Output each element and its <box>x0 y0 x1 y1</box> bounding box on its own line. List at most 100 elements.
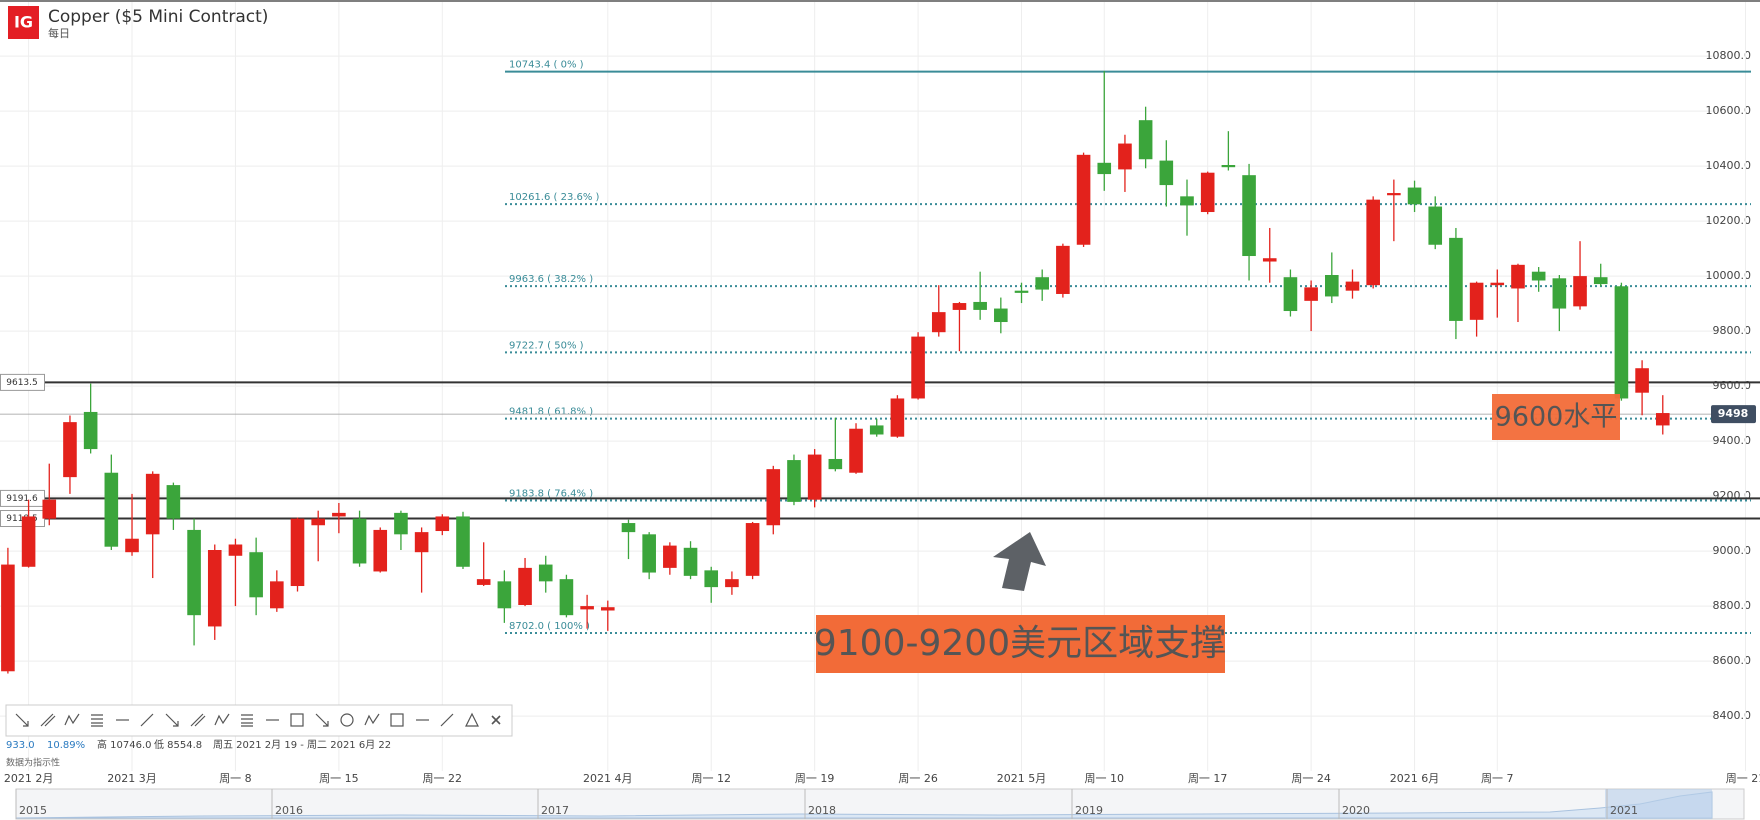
tool-icon <box>190 713 206 727</box>
candle-body <box>1304 287 1318 301</box>
candle-body <box>911 336 925 399</box>
candles <box>1 70 1670 674</box>
stat-low: 低 8554.8 <box>154 738 202 751</box>
x-tick-label: 周一 7 <box>1481 772 1514 785</box>
y-tick-label: 10600.0 <box>1706 104 1752 117</box>
candle-body <box>1449 237 1463 321</box>
candle-body <box>1180 196 1194 206</box>
annotation: 9600水平 <box>1495 402 1618 433</box>
x-tick-label: 2021 6月 <box>1390 772 1440 785</box>
fib-label: 9481.8 ( 61.8% ) <box>509 407 593 418</box>
tool-icon <box>290 713 304 727</box>
candle-body <box>890 398 905 437</box>
candle-body <box>849 428 863 473</box>
candle-body <box>683 547 698 576</box>
tool-icon <box>40 713 56 727</box>
candle-body <box>559 579 574 616</box>
toolbar-icons <box>15 712 501 727</box>
candle-body <box>952 303 967 310</box>
support-tag <box>0 373 45 391</box>
candle-body <box>373 529 388 572</box>
candle-body <box>207 550 222 627</box>
candle-body <box>931 312 946 333</box>
stat-change-pct: 10.89% <box>47 740 85 751</box>
candle-body <box>1655 413 1670 426</box>
x-tick-label: 周一 17 <box>1188 772 1228 785</box>
y-tick-label: 10800.0 <box>1706 49 1752 62</box>
candle-body <box>1076 154 1091 245</box>
navigator-years: 2015 2016 2017 2018 2019 2020 2021 <box>15 789 1638 819</box>
tool-icon <box>214 713 230 726</box>
tool-icon <box>140 713 154 727</box>
candle-body <box>1490 282 1505 286</box>
fib-label: 9963.6 ( 38.2% ) <box>509 274 593 285</box>
candle-body <box>518 567 532 605</box>
y-tick-label: 9000.0 <box>1713 544 1752 557</box>
candle-body <box>145 473 160 535</box>
logo-box <box>8 6 39 39</box>
support-label: 9191.6 <box>6 494 38 504</box>
stat-note: 数据为指示性 <box>6 757 60 769</box>
tool-icon <box>241 714 253 727</box>
candle-body <box>476 579 491 585</box>
candle-body <box>1118 143 1132 170</box>
candle-body <box>125 538 139 553</box>
candle-body <box>311 518 325 526</box>
candle-body <box>1552 278 1567 309</box>
candle-body <box>725 579 739 588</box>
fib-label: 9722.7 ( 50% ) <box>509 340 584 351</box>
annotation-box <box>816 615 1225 673</box>
candle-body <box>1593 277 1608 285</box>
candle-body <box>1056 245 1070 294</box>
candle-body <box>745 523 760 576</box>
y-tick-label: 9400.0 <box>1713 434 1752 447</box>
y-tick-label: 9800.0 <box>1713 324 1752 337</box>
candle-body <box>1014 290 1029 293</box>
candle-body <box>1221 165 1236 168</box>
x-tick-label: 2021 5月 <box>997 772 1047 785</box>
candle-body <box>1242 175 1256 257</box>
candle-body <box>394 512 408 535</box>
x-tick-label: 周一 22 <box>423 772 463 785</box>
support-label: 9613.5 <box>6 378 38 388</box>
navigator-year: 2016 <box>275 804 303 817</box>
y-tick-label: 10000.0 <box>1706 269 1752 282</box>
candle-body <box>1428 206 1443 245</box>
candle-body <box>456 516 470 567</box>
candle-body <box>1283 277 1298 312</box>
tool-icon <box>315 713 329 727</box>
candle-body <box>621 523 636 533</box>
candle-body <box>42 499 57 519</box>
candle-body <box>21 516 36 567</box>
y-tick-label: 10200.0 <box>1706 214 1752 227</box>
candle-body <box>1159 160 1174 186</box>
candle-body <box>228 544 243 556</box>
tool-icon <box>340 713 354 727</box>
tool-icon <box>15 713 29 727</box>
y-tick-label: 8400.0 <box>1713 709 1752 722</box>
tool-icon <box>91 714 103 727</box>
candle-body <box>1531 271 1546 281</box>
y-tick-label: 8800.0 <box>1713 599 1752 612</box>
navigator-year: 2017 <box>541 804 569 817</box>
fib-label: 9183.8 ( 76.4% ) <box>509 489 593 500</box>
candle-body <box>1200 172 1215 213</box>
candle-body <box>663 545 677 568</box>
logo: IG <box>14 13 33 32</box>
y-tick-label: 10400.0 <box>1706 159 1752 172</box>
candle-body <box>642 534 656 573</box>
x-tick-label: 2021 3月 <box>107 772 157 785</box>
navigator-window <box>1605 789 1712 819</box>
candle-body <box>1345 281 1360 291</box>
candle-body <box>414 532 429 553</box>
candle-body <box>497 581 512 609</box>
x-tick-label: 2021 2月 <box>4 772 54 785</box>
chart-title: Copper ($5 Mini Contract) <box>48 7 268 27</box>
candle-body <box>352 518 367 564</box>
tool-icon <box>64 713 80 726</box>
chart-subtitle: 每日 <box>48 26 70 40</box>
candle-body <box>1366 199 1380 286</box>
candle-body <box>704 570 719 588</box>
fib-label: 8702.0 ( 100% ) <box>509 621 590 632</box>
